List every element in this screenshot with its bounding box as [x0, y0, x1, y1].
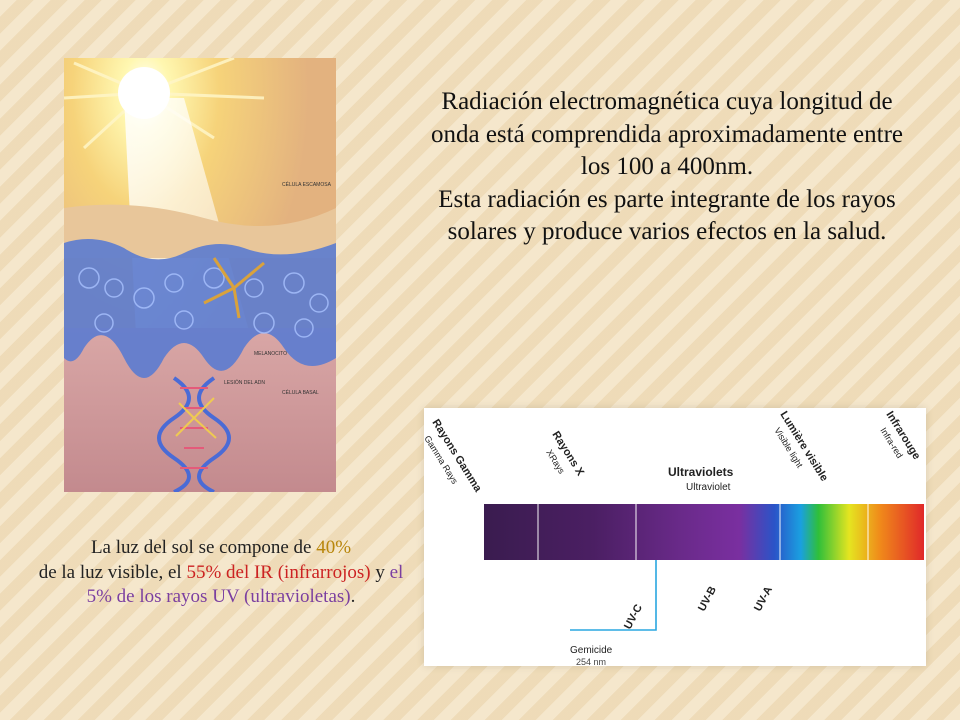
skin-uv-illustration: CÉLULA ESCAMOSA MELANOCITO LESIÓN DEL AD…: [64, 58, 336, 492]
label-squamous: CÉLULA ESCAMOSA: [282, 181, 332, 188]
label-dna-damage: LESIÓN DEL ADN: [224, 379, 265, 386]
caption-text-1: La luz del sol se compone de: [90, 537, 317, 558]
label-uvb: UV-B: [696, 585, 719, 614]
caption-text-4: .: [350, 586, 356, 608]
dna-helix: [157, 376, 231, 492]
em-spectrum-figure: Rayons Gamma Gamma Rays Rayons X XRays U…: [424, 408, 926, 666]
description-paragraph-2: Esta radiación es parte integrante de lo…: [438, 185, 896, 246]
caption-text-2: de la luz visible, el: [38, 561, 187, 583]
sunlight-composition-caption: La luz del sol se compone de 40% de la l…: [28, 536, 414, 610]
label-uvc: UV-C: [622, 603, 645, 632]
description-paragraph-1: Radiación electromagnética cuya longitud…: [430, 88, 904, 180]
spectrum-svg: Rayons Gamma Gamma Rays Rayons X XRays U…: [424, 409, 924, 666]
label-uva: UV-A: [752, 585, 775, 614]
caption-uv: el 5% de los rayos UV (ultravioletas): [86, 561, 404, 608]
label-basal: CÉLULA BASAL: [282, 389, 319, 396]
caption-ir: 55% del IR (infrarrojos): [186, 561, 371, 583]
caption-text-3: y: [370, 561, 390, 583]
germicide-marker: [570, 560, 657, 631]
label-germicide-nm: 254 nm: [576, 657, 606, 666]
description-text: Radiación electromagnética cuya longitud…: [430, 86, 904, 249]
spectrum-bar: [484, 504, 924, 560]
label-ultraviolets: Ultraviolets: [668, 465, 734, 479]
label-germicide: Gemicide: [570, 645, 613, 656]
caption-visible-percent: 40%: [316, 537, 352, 558]
label-melanocyte: MELANOCITO: [254, 351, 287, 357]
label-ultraviolet: Ultraviolet: [686, 482, 731, 493]
skin-diagram: CÉLULA ESCAMOSA MELANOCITO LESIÓN DEL AD…: [64, 58, 336, 492]
